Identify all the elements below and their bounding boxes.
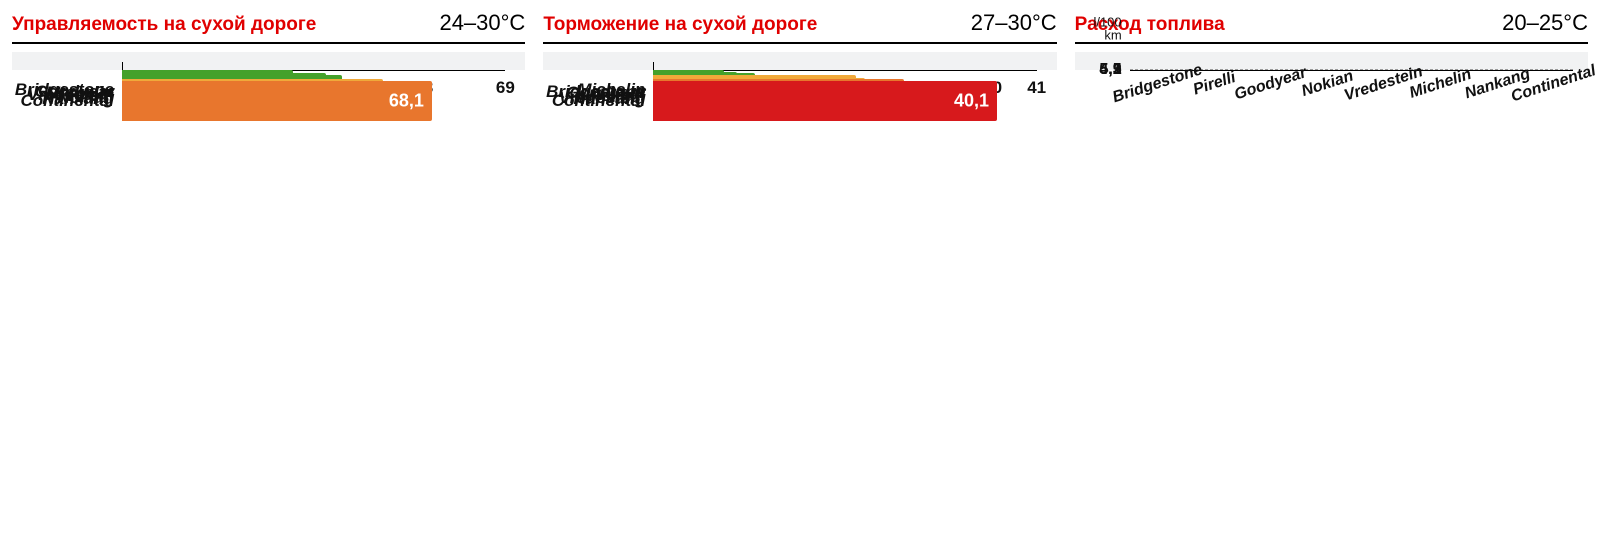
hbar-chart-braking: 333435363738394041Michelin33,9Bridgeston… — [543, 52, 1056, 70]
vbar-chart-fuel: 4,955,15,25,3l/100km4,97Bridgestone5,07P… — [1075, 52, 1588, 70]
bar-category-label: Continental — [21, 91, 115, 111]
y-tick-label: 5,3 — [1099, 61, 1121, 79]
y-axis-unit: l/100km — [1093, 15, 1121, 42]
panel-fuel: Расход топлива 20–25°C 4,955,15,25,3l/10… — [1075, 10, 1588, 70]
y-axis — [653, 62, 654, 70]
panel-temperature: 27–30°C — [971, 10, 1057, 36]
panel-handling: Управляемость на сухой дороге 24–30°C 65… — [12, 10, 525, 70]
panel-title: Торможение на сухой дороге — [543, 14, 817, 36]
bar: 68,1 — [122, 81, 432, 121]
hbar-chart-handling: 6566676869Bridgestone66,4Goodyear66,4Mic… — [12, 52, 525, 70]
chart-panels: Управляемость на сухой дороге 24–30°C 65… — [12, 10, 1588, 70]
panel-header: Расход топлива 20–25°C — [1075, 10, 1588, 44]
panel-header: Торможение на сухой дороге 27–30°C — [543, 10, 1056, 44]
bar-row: Continental40,1 — [653, 81, 1036, 121]
panel-temperature: 24–30°C — [439, 10, 525, 36]
panel-header: Управляемость на сухой дороге 24–30°C — [12, 10, 525, 44]
panel-braking: Торможение на сухой дороге 27–30°C 33343… — [543, 10, 1056, 70]
bar-category-label: Continental — [552, 91, 646, 111]
bar-value-label: 68,1 — [389, 90, 424, 111]
y-axis — [122, 62, 123, 70]
bar-row: Continental68,1 — [122, 81, 505, 121]
panel-title: Управляемость на сухой дороге — [12, 14, 316, 36]
bar: 40,1 — [653, 81, 997, 121]
bar-value-label: 40,1 — [954, 90, 989, 111]
panel-temperature: 20–25°C — [1502, 10, 1588, 36]
